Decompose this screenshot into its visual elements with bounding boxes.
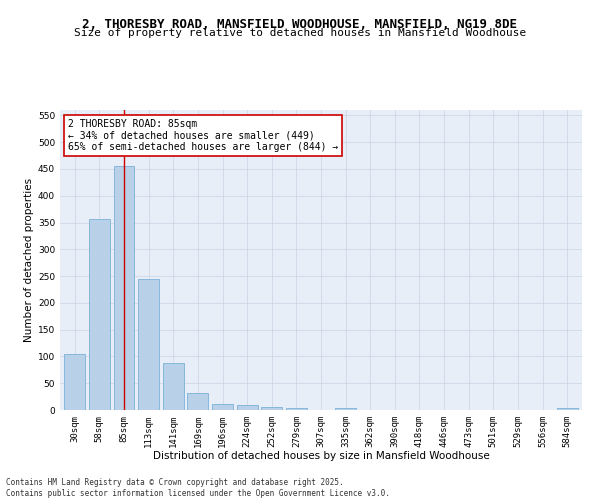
Bar bbox=[113, 166, 134, 410]
Bar bbox=[163, 363, 184, 410]
Text: Contains HM Land Registry data © Crown copyright and database right 2025.
Contai: Contains HM Land Registry data © Crown c… bbox=[6, 478, 390, 498]
Text: 2 THORESBY ROAD: 85sqm
← 34% of detached houses are smaller (449)
65% of semi-de: 2 THORESBY ROAD: 85sqm ← 34% of detached… bbox=[68, 119, 338, 152]
Bar bbox=[335, 408, 356, 410]
Bar bbox=[89, 219, 110, 410]
Text: Size of property relative to detached houses in Mansfield Woodhouse: Size of property relative to detached ho… bbox=[74, 28, 526, 38]
Bar bbox=[187, 394, 208, 410]
Bar bbox=[286, 408, 307, 410]
Bar bbox=[236, 405, 257, 410]
Text: 2, THORESBY ROAD, MANSFIELD WOODHOUSE, MANSFIELD, NG19 8DE: 2, THORESBY ROAD, MANSFIELD WOODHOUSE, M… bbox=[83, 18, 517, 30]
Y-axis label: Number of detached properties: Number of detached properties bbox=[24, 178, 34, 342]
Bar bbox=[64, 354, 85, 410]
X-axis label: Distribution of detached houses by size in Mansfield Woodhouse: Distribution of detached houses by size … bbox=[152, 452, 490, 462]
Bar bbox=[212, 404, 233, 410]
Bar bbox=[557, 408, 578, 410]
Bar bbox=[261, 408, 282, 410]
Bar bbox=[138, 279, 159, 410]
